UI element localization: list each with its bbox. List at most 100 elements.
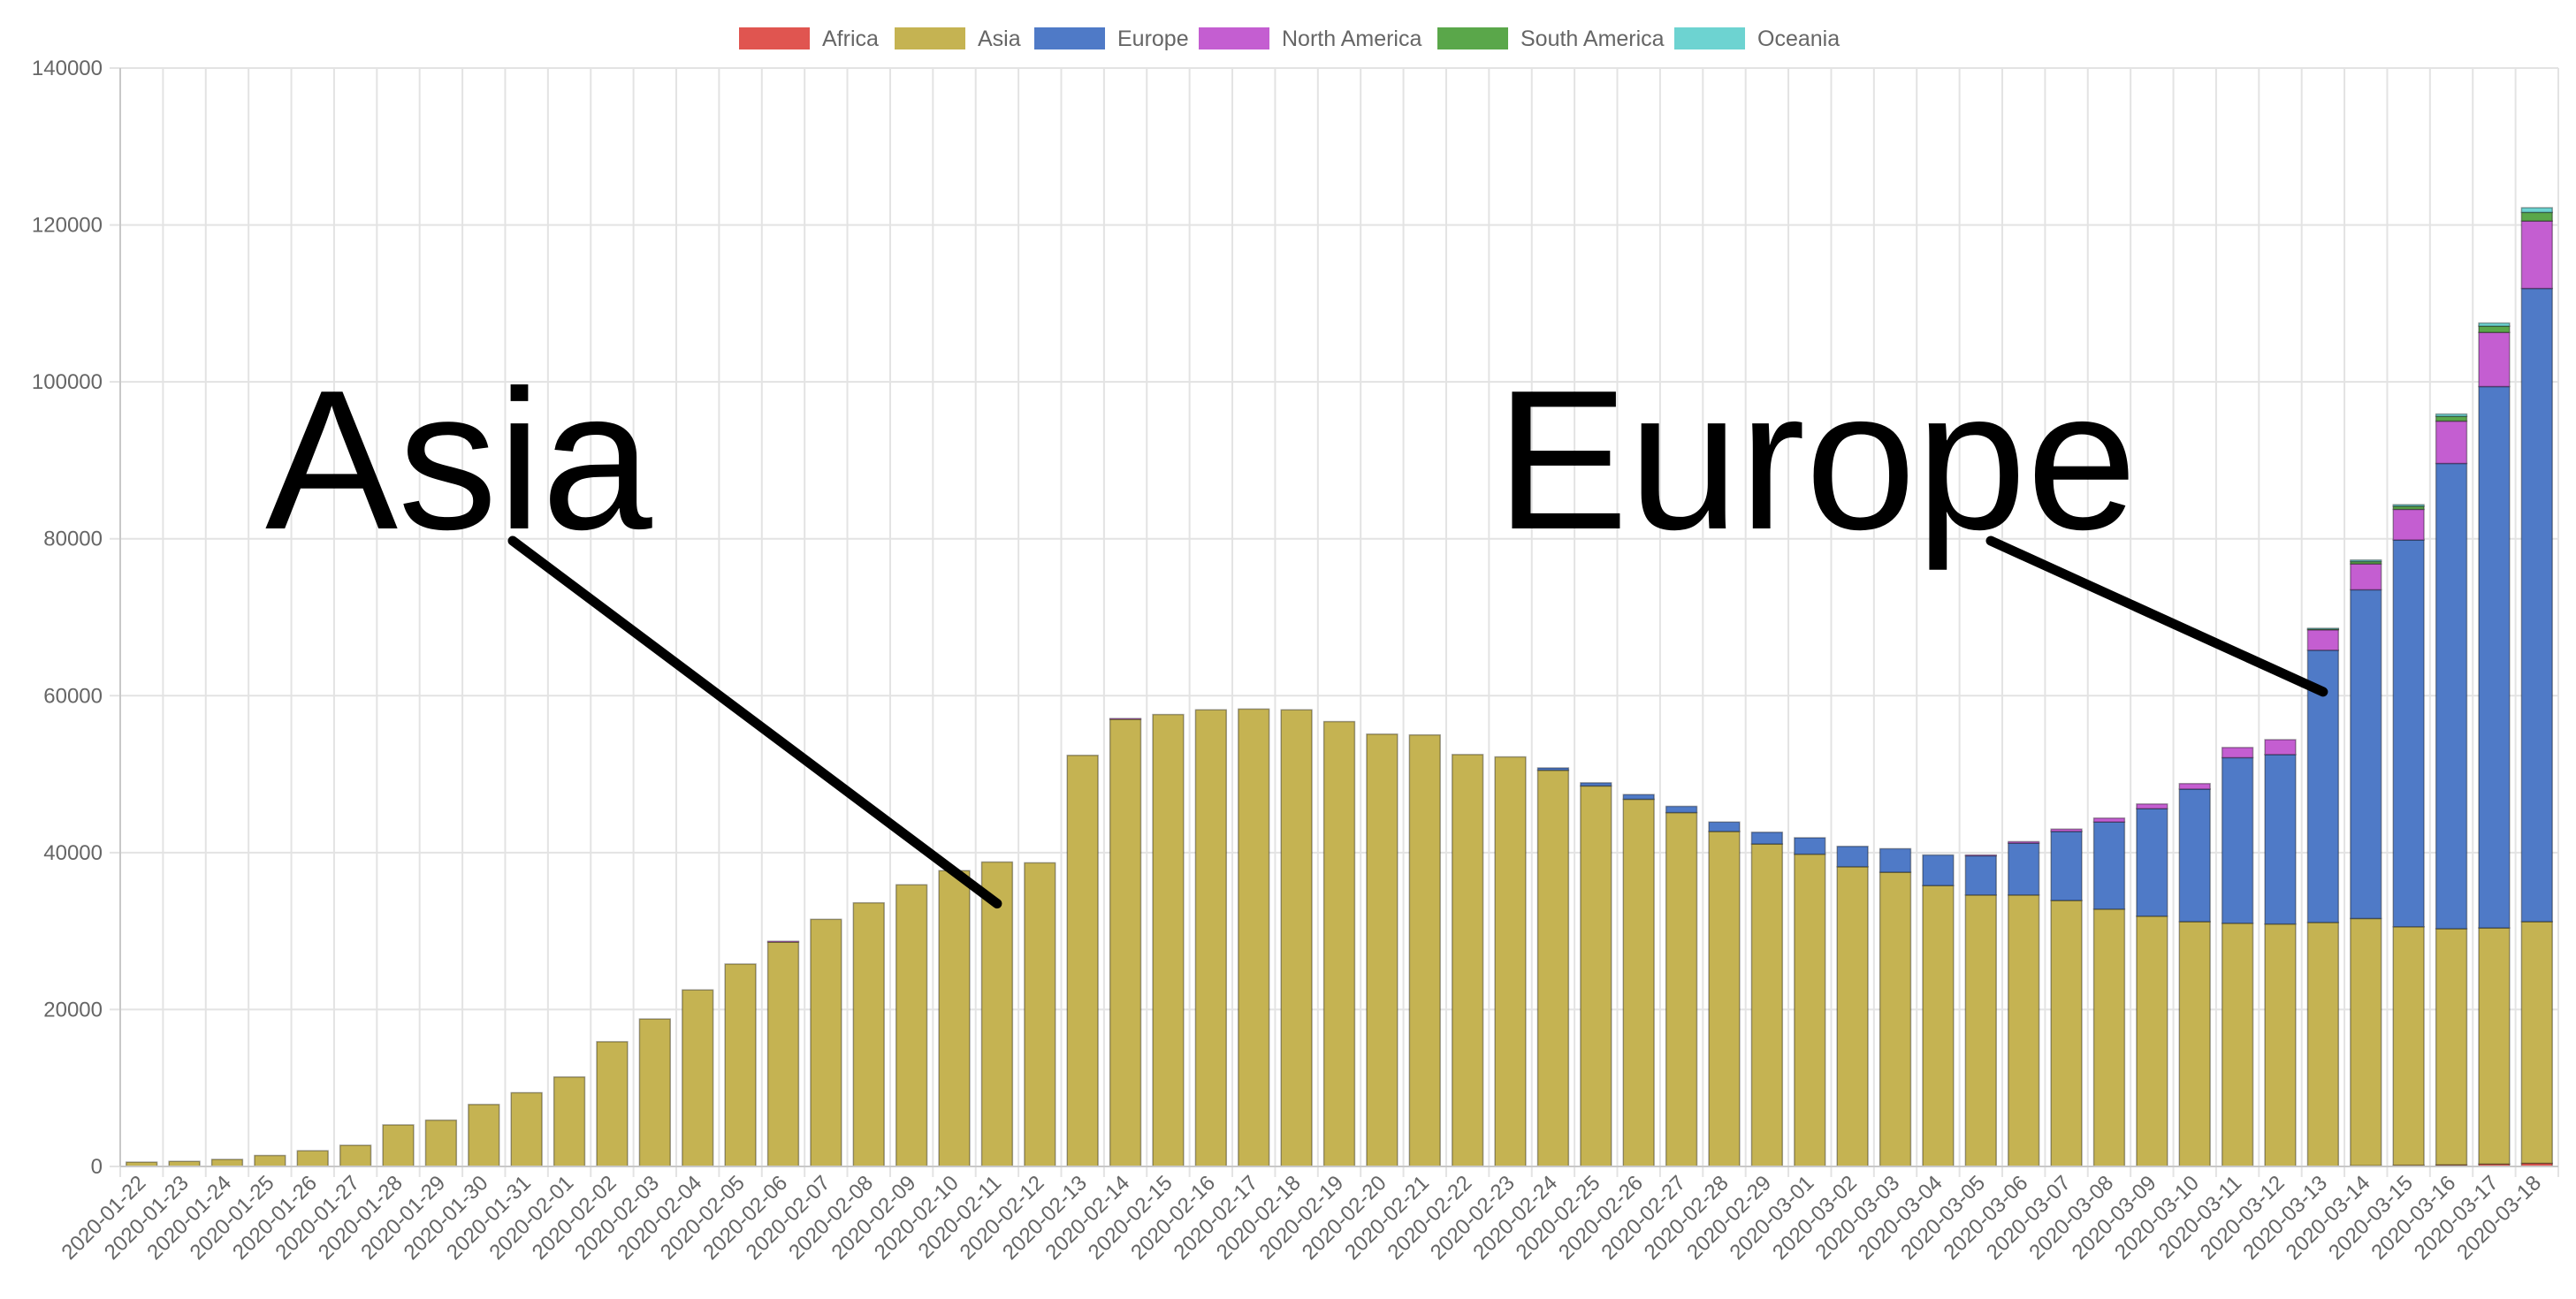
bar-segment-asia bbox=[1665, 811, 1698, 1167]
bar-segment-asia bbox=[2435, 928, 2468, 1166]
bar-segment-europe bbox=[2350, 589, 2382, 920]
bar-segment-asia bbox=[382, 1124, 415, 1167]
bar-segment-asia bbox=[2092, 908, 2126, 1167]
y-tick-label: 80000 bbox=[43, 528, 103, 551]
annotation-label-europe: Europe bbox=[1496, 348, 2138, 571]
bar-segment-north-america bbox=[2306, 628, 2340, 651]
bar-segment-europe bbox=[1665, 805, 1698, 814]
bar-segment-south-america bbox=[2478, 325, 2511, 333]
bar-segment-asia bbox=[895, 884, 928, 1167]
legend-label: Africa bbox=[822, 27, 879, 51]
bar-segment-europe bbox=[2136, 808, 2168, 917]
y-tick-label: 100000 bbox=[32, 370, 103, 394]
bar-segment-asia bbox=[852, 901, 885, 1167]
bar-segment-asia bbox=[2221, 923, 2254, 1167]
bar-segment-europe bbox=[1708, 821, 1741, 832]
bar-segment-asia bbox=[2478, 927, 2511, 1166]
bar-segment-north-america bbox=[2478, 331, 2511, 388]
bar-segment-asia bbox=[1024, 862, 1056, 1167]
y-tick-label: 0 bbox=[91, 1155, 103, 1179]
y-axis: 0 20000 40000 60000 80000 100000 120000 140000 bbox=[32, 57, 121, 1179]
annotation-pointer-europe bbox=[1985, 536, 2328, 697]
bar-segment-asia bbox=[1964, 894, 1997, 1167]
bar-segment-asia bbox=[468, 1104, 500, 1167]
bar-segment-asia bbox=[1922, 885, 1955, 1167]
bar-segment-europe bbox=[2264, 754, 2297, 925]
bar-segment-north-america bbox=[2264, 739, 2297, 756]
legend-swatch-oceania bbox=[1674, 27, 1745, 49]
bar-segment-asia bbox=[1366, 733, 1399, 1167]
bar-segment-oceania bbox=[2435, 413, 2468, 417]
y-tick-label: 120000 bbox=[32, 214, 103, 238]
legend-swatch-south-america bbox=[1437, 27, 1508, 49]
bar-segment-asia bbox=[1750, 843, 1784, 1167]
bar-segment-europe bbox=[2178, 788, 2211, 923]
bar-segment-asia bbox=[2350, 917, 2382, 1166]
y-tick-label: 60000 bbox=[43, 684, 103, 708]
bar-segment-asia bbox=[724, 963, 757, 1167]
y-tick-label: 20000 bbox=[43, 998, 103, 1022]
bar-segment-europe bbox=[2478, 385, 2511, 929]
bar-segment-north-america bbox=[2520, 220, 2553, 290]
bar-segment-north-america bbox=[2350, 563, 2382, 591]
bar-segment-asia bbox=[2178, 921, 2211, 1167]
bar-segment-north-america bbox=[2392, 508, 2425, 541]
legend-swatch-asia bbox=[895, 27, 965, 49]
legend-swatch-europe bbox=[1034, 27, 1105, 49]
legend-label: North America bbox=[1282, 27, 1421, 51]
bar-segment-asia bbox=[1152, 713, 1185, 1167]
bar-segment-north-america bbox=[2435, 420, 2468, 465]
annotation-pointer-asia bbox=[507, 536, 1002, 909]
bar-segment-asia bbox=[1536, 769, 1570, 1167]
annotations: Asia Europe bbox=[265, 348, 2328, 909]
bar-segment-asia bbox=[1622, 798, 1655, 1167]
bar-segment-north-america bbox=[1109, 718, 1142, 720]
bar-segment-north-america bbox=[766, 940, 800, 943]
bar-segment-north-america bbox=[2050, 828, 2083, 832]
legend-swatch-north-america bbox=[1199, 27, 1269, 49]
bar-segment-asia bbox=[1194, 709, 1228, 1167]
bar-segment-asia bbox=[1879, 871, 1912, 1167]
bar-segment-asia bbox=[1836, 866, 1869, 1167]
bar-segment-asia bbox=[980, 861, 1014, 1167]
bar-segment-asia bbox=[1451, 754, 1484, 1167]
bar-segment-europe bbox=[2520, 287, 2553, 923]
bar-segment-europe bbox=[1536, 767, 1570, 771]
bar-segment-asia bbox=[2520, 921, 2553, 1165]
bar-segment-south-america bbox=[2435, 415, 2468, 422]
legend-swatch-africa bbox=[739, 27, 810, 49]
bar-segment-asia bbox=[766, 941, 800, 1167]
bar-segment-asia bbox=[254, 1154, 286, 1167]
bar-segment-asia bbox=[1280, 709, 1313, 1167]
legend-label: Europe bbox=[1117, 27, 1189, 51]
legend-label: Oceania bbox=[1757, 27, 1840, 51]
bar-segment-asia bbox=[1408, 733, 1441, 1167]
bar-segment-europe bbox=[2050, 831, 2083, 901]
bar-segment-asia bbox=[424, 1119, 458, 1167]
bar-segment-north-america bbox=[2136, 803, 2168, 809]
bar-segment-asia bbox=[2264, 923, 2297, 1167]
bar-segment-europe bbox=[2392, 539, 2425, 928]
bar-segment-europe bbox=[1922, 854, 1955, 886]
bar-segment-asia bbox=[1494, 756, 1527, 1167]
bar-segment-asia bbox=[210, 1158, 244, 1167]
bar-segment-europe bbox=[1794, 837, 1826, 855]
bar-segment-asia bbox=[638, 1018, 671, 1167]
bar-segment-asia bbox=[1109, 718, 1142, 1167]
bar-segment-asia bbox=[596, 1041, 629, 1167]
legend: Africa Asia Europe North America South Ameri… bbox=[739, 27, 1840, 51]
bar-segment-asia bbox=[938, 870, 971, 1167]
bar-segment-europe bbox=[1580, 782, 1612, 787]
bar-segment-north-america bbox=[2008, 840, 2040, 844]
bar-segment-asia bbox=[1708, 831, 1741, 1167]
bar-segment-oceania bbox=[2392, 504, 2425, 507]
bar-segment-europe bbox=[2092, 821, 2126, 910]
bar-segment-asia bbox=[2306, 922, 2340, 1167]
bar-segment-south-america bbox=[2520, 211, 2553, 222]
bar-segment-asia bbox=[2008, 894, 2040, 1167]
legend-label: South America bbox=[1520, 27, 1665, 51]
bar-segment-asia bbox=[810, 918, 842, 1167]
bar-segment-asia bbox=[1066, 755, 1099, 1167]
legend-label: Asia bbox=[978, 27, 1021, 51]
